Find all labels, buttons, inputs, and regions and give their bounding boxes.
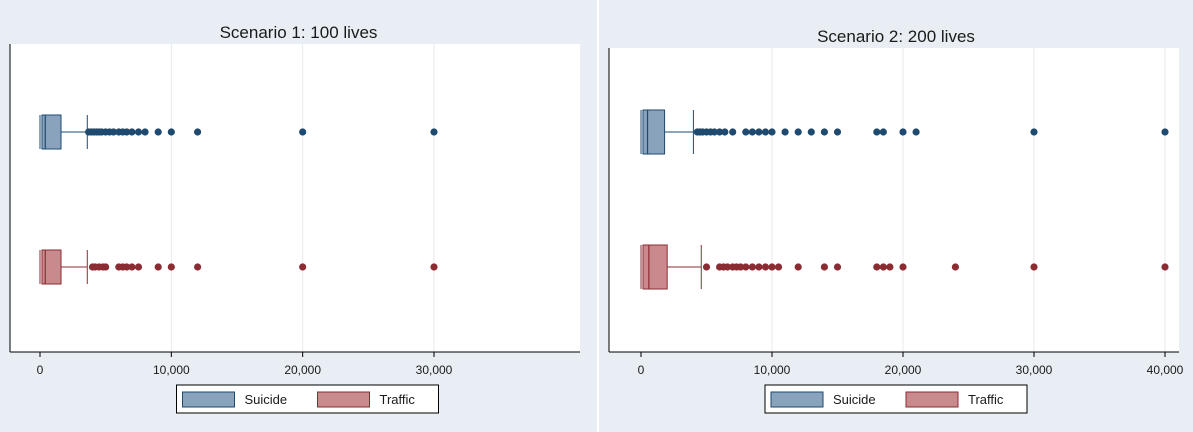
chart1-suicide-outlier-8 — [109, 128, 118, 136]
chart2-legend-swatch-suicide — [770, 391, 824, 408]
chart2-traffic-outlier-12 — [774, 263, 783, 271]
chart1-legend-label-traffic: Traffic — [380, 392, 416, 407]
chart1-traffic-outlier-12 — [194, 263, 202, 271]
chart1-suicide-outlier-16 — [167, 128, 175, 136]
chart1-traffic-outlier-14 — [430, 263, 438, 271]
chart2-traffic-outlier-22 — [1161, 263, 1169, 271]
chart2-traffic-outlier-7 — [742, 263, 750, 271]
chart2-x-tick-label-4: 40,000 — [1147, 363, 1184, 377]
chart2-suicide-outlier-20 — [879, 128, 887, 136]
chart2-suicide-outlier-19 — [873, 128, 881, 136]
chart1-suicide-outlier-19 — [430, 128, 438, 136]
chart2-plot-area — [609, 48, 1179, 352]
chart2-traffic-outlier-11 — [768, 263, 776, 271]
chart2-suicide-outlier-15 — [794, 128, 802, 136]
chart2-suicide-box — [642, 109, 666, 155]
chart2-suicide-outlier-13 — [768, 128, 776, 136]
chart2-x-tick-label-2: 20,000 — [885, 363, 922, 377]
chart2-suicide-outlier-12 — [761, 128, 770, 136]
chart1-suicide-box — [41, 114, 62, 150]
chart2-suicide-outlier-21 — [899, 128, 907, 136]
chart2-suicide-outlier-10 — [748, 128, 756, 136]
chart-panel-2: Scenario 2: 200 lives 0 10,000 20,000 30,000… — [599, 0, 1193, 432]
chart1-plot-area — [10, 44, 580, 352]
chart-svg-2: Scenario 2: 200 lives 0 10,000 20,000 30,000… — [599, 0, 1193, 432]
chart2-traffic-outlier-17 — [879, 263, 887, 271]
chart1-suicide-outlier-17 — [194, 128, 202, 136]
chart2-x-tick-label-0: 0 — [638, 363, 645, 377]
chart2-traffic-outlier-20 — [951, 263, 959, 271]
chart2-traffic-outlier-19 — [899, 263, 907, 271]
chart1-x-tick-label-2: 20,000 — [284, 363, 321, 377]
chart1-suicide-outlier-14 — [141, 128, 149, 136]
chart2-traffic-outlier-9 — [755, 263, 763, 271]
chart2-traffic-outlier-13 — [794, 263, 802, 271]
chart2-traffic-box — [642, 244, 668, 290]
chart2-traffic-outlier-0 — [702, 263, 711, 271]
chart2-box-group-traffic — [640, 244, 1169, 290]
chart2-title: Scenario 2: 200 lives — [817, 27, 975, 46]
chart-svg-1: Scenario 1: 100 lives 0 10,000 20,000 30,000… — [0, 0, 597, 432]
chart1-title: Scenario 1: 100 lives — [220, 23, 378, 42]
chart2-traffic-outlier-8 — [748, 263, 756, 271]
chart2-legend-swatch-traffic — [905, 391, 959, 408]
chart1-x-tick-label-3: 30,000 — [416, 363, 453, 377]
chart1-suicide-outlier-15 — [154, 128, 162, 136]
chart1-traffic-outlier-8 — [128, 263, 136, 271]
chart2-suicide-outlier-18 — [833, 128, 842, 136]
chart1-legend-label-suicide: Suicide — [245, 392, 288, 407]
chart2-suicide-outlier-6 — [716, 128, 724, 136]
chart1-x-tick-label-0: 0 — [37, 363, 44, 377]
chart1-traffic-outlier-10 — [154, 263, 162, 271]
chart2-suicide-outlier-11 — [755, 128, 763, 136]
chart1-suicide-outlier-11 — [123, 128, 131, 136]
chart1-traffic-outlier-4 — [102, 263, 110, 271]
chart2-traffic-outlier-6 — [736, 263, 745, 271]
chart1-traffic-outlier-7 — [123, 263, 131, 271]
chart1-suicide-outlier-18 — [299, 128, 307, 136]
chart1-traffic-outlier-11 — [167, 263, 175, 271]
chart1-x-tick-label-1: 10,000 — [153, 363, 190, 377]
chart1-suicide-outlier-12 — [128, 128, 136, 136]
chart-panel-1: Scenario 1: 100 lives 0 10,000 20,000 30,000… — [0, 0, 597, 432]
chart2-legend-label-traffic: Traffic — [968, 392, 1004, 407]
chart2-suicide-outlier-7 — [721, 128, 729, 136]
chart2-suicide-outlier-16 — [807, 128, 815, 136]
chart1-legend-swatch-suicide — [182, 391, 235, 408]
chart2-box-group-suicide — [640, 109, 1169, 155]
chart2-suicide-outlier-14 — [781, 128, 789, 136]
chart2-suicide-outlier-23 — [1030, 128, 1038, 136]
chart2-x-tick-label-3: 30,000 — [1016, 363, 1053, 377]
chart2-traffic-outlier-16 — [873, 263, 881, 271]
chart2-suicide-outlier-22 — [912, 128, 920, 136]
chart2-traffic-outlier-3 — [723, 263, 732, 271]
chart2-traffic-outlier-10 — [761, 263, 770, 271]
chart1-traffic-box — [41, 249, 62, 285]
chart2-suicide-outlier-17 — [820, 128, 828, 136]
chart2-suicide-outlier-9 — [742, 128, 750, 136]
chart1-traffic-outlier-13 — [299, 263, 307, 271]
chart2-suicide-outlier-5 — [710, 128, 718, 136]
chart1-traffic-outlier-9 — [134, 263, 143, 271]
chart2-suicide-outlier-24 — [1161, 128, 1169, 136]
chart1-legend: Suicide Traffic — [176, 384, 439, 414]
chart2-x-tick-label-1: 10,000 — [754, 363, 791, 377]
chart1-legend-swatch-traffic — [317, 391, 370, 408]
chart1-suicide-outlier-13 — [134, 128, 143, 136]
chart2-legend: Suicide Traffic — [764, 384, 1028, 414]
chart2-traffic-outlier-15 — [833, 263, 842, 271]
chart2-suicide-outlier-8 — [729, 128, 737, 136]
chart1-box-group-traffic — [39, 249, 438, 285]
chart1-box-group-suicide — [39, 114, 438, 150]
chart2-traffic-outlier-18 — [886, 263, 894, 271]
chart2-legend-label-suicide: Suicide — [833, 392, 876, 407]
chart2-traffic-outlier-14 — [820, 263, 828, 271]
chart2-traffic-outlier-21 — [1030, 263, 1038, 271]
